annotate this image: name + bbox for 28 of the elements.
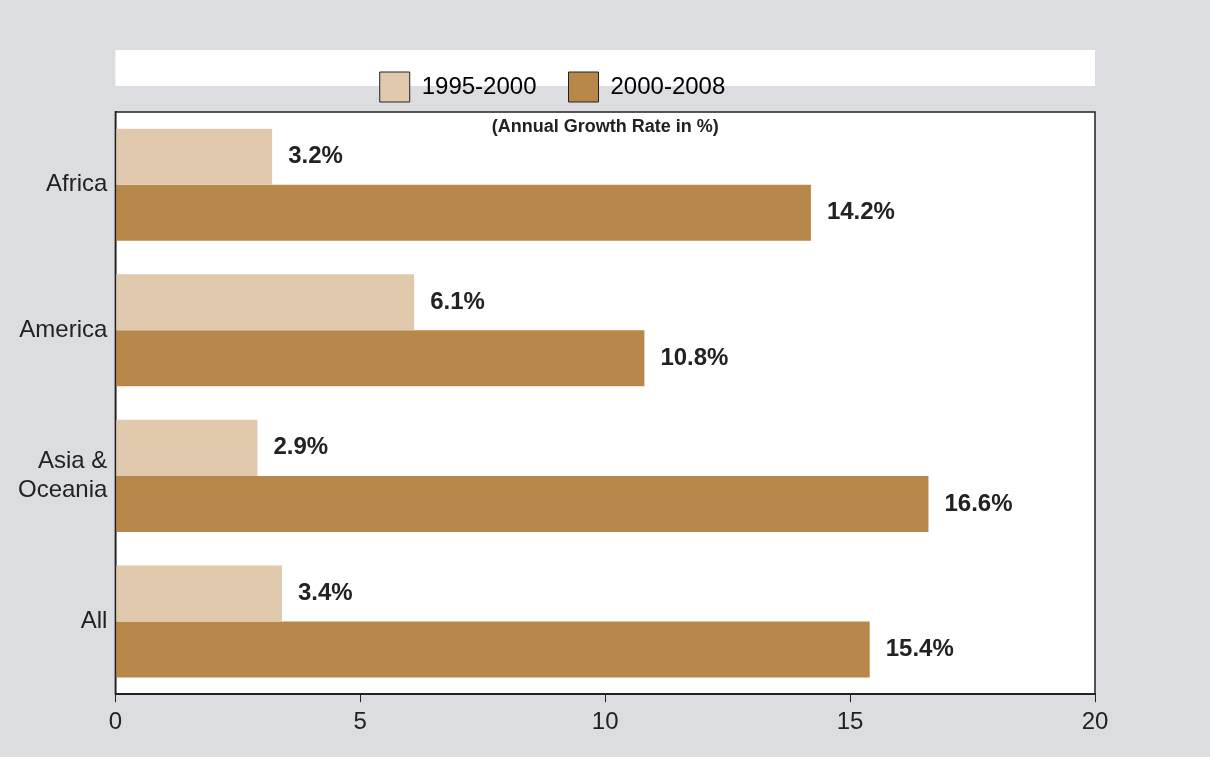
data-label: 2.9% [273, 432, 329, 460]
x-tick-label: 10 [591, 707, 619, 735]
x-tick-label: 0 [108, 707, 123, 735]
y-tick-label: Asia & Oceania [18, 446, 109, 502]
data-label: 3.2% [288, 141, 343, 169]
bar [115, 565, 282, 622]
chart-title: (Annual Growth Rate in %) [491, 115, 719, 136]
data-label: 10.8% [660, 342, 729, 370]
data-label: 16.6% [944, 488, 1013, 516]
y-tick-label: All [80, 606, 108, 634]
x-tick-label: 5 [353, 707, 367, 735]
bar [115, 128, 273, 185]
bar [115, 274, 415, 331]
bar [115, 184, 811, 241]
data-label: 3.4% [297, 578, 353, 606]
data-label: 6.1% [430, 286, 485, 314]
data-label: 15.4% [885, 634, 954, 662]
legend-label: 2000-2008 [610, 71, 726, 99]
bar [115, 621, 870, 678]
legend-label: 1995-2000 [421, 71, 537, 99]
bar [115, 475, 929, 532]
bar [115, 419, 258, 476]
y-tick-label: America [19, 314, 109, 342]
x-tick-label: 20 [1081, 707, 1109, 735]
data-label: 14.2% [826, 197, 895, 225]
x-tick-label: 15 [836, 707, 864, 735]
bar [115, 330, 645, 387]
y-tick-label: Africa [46, 169, 109, 197]
